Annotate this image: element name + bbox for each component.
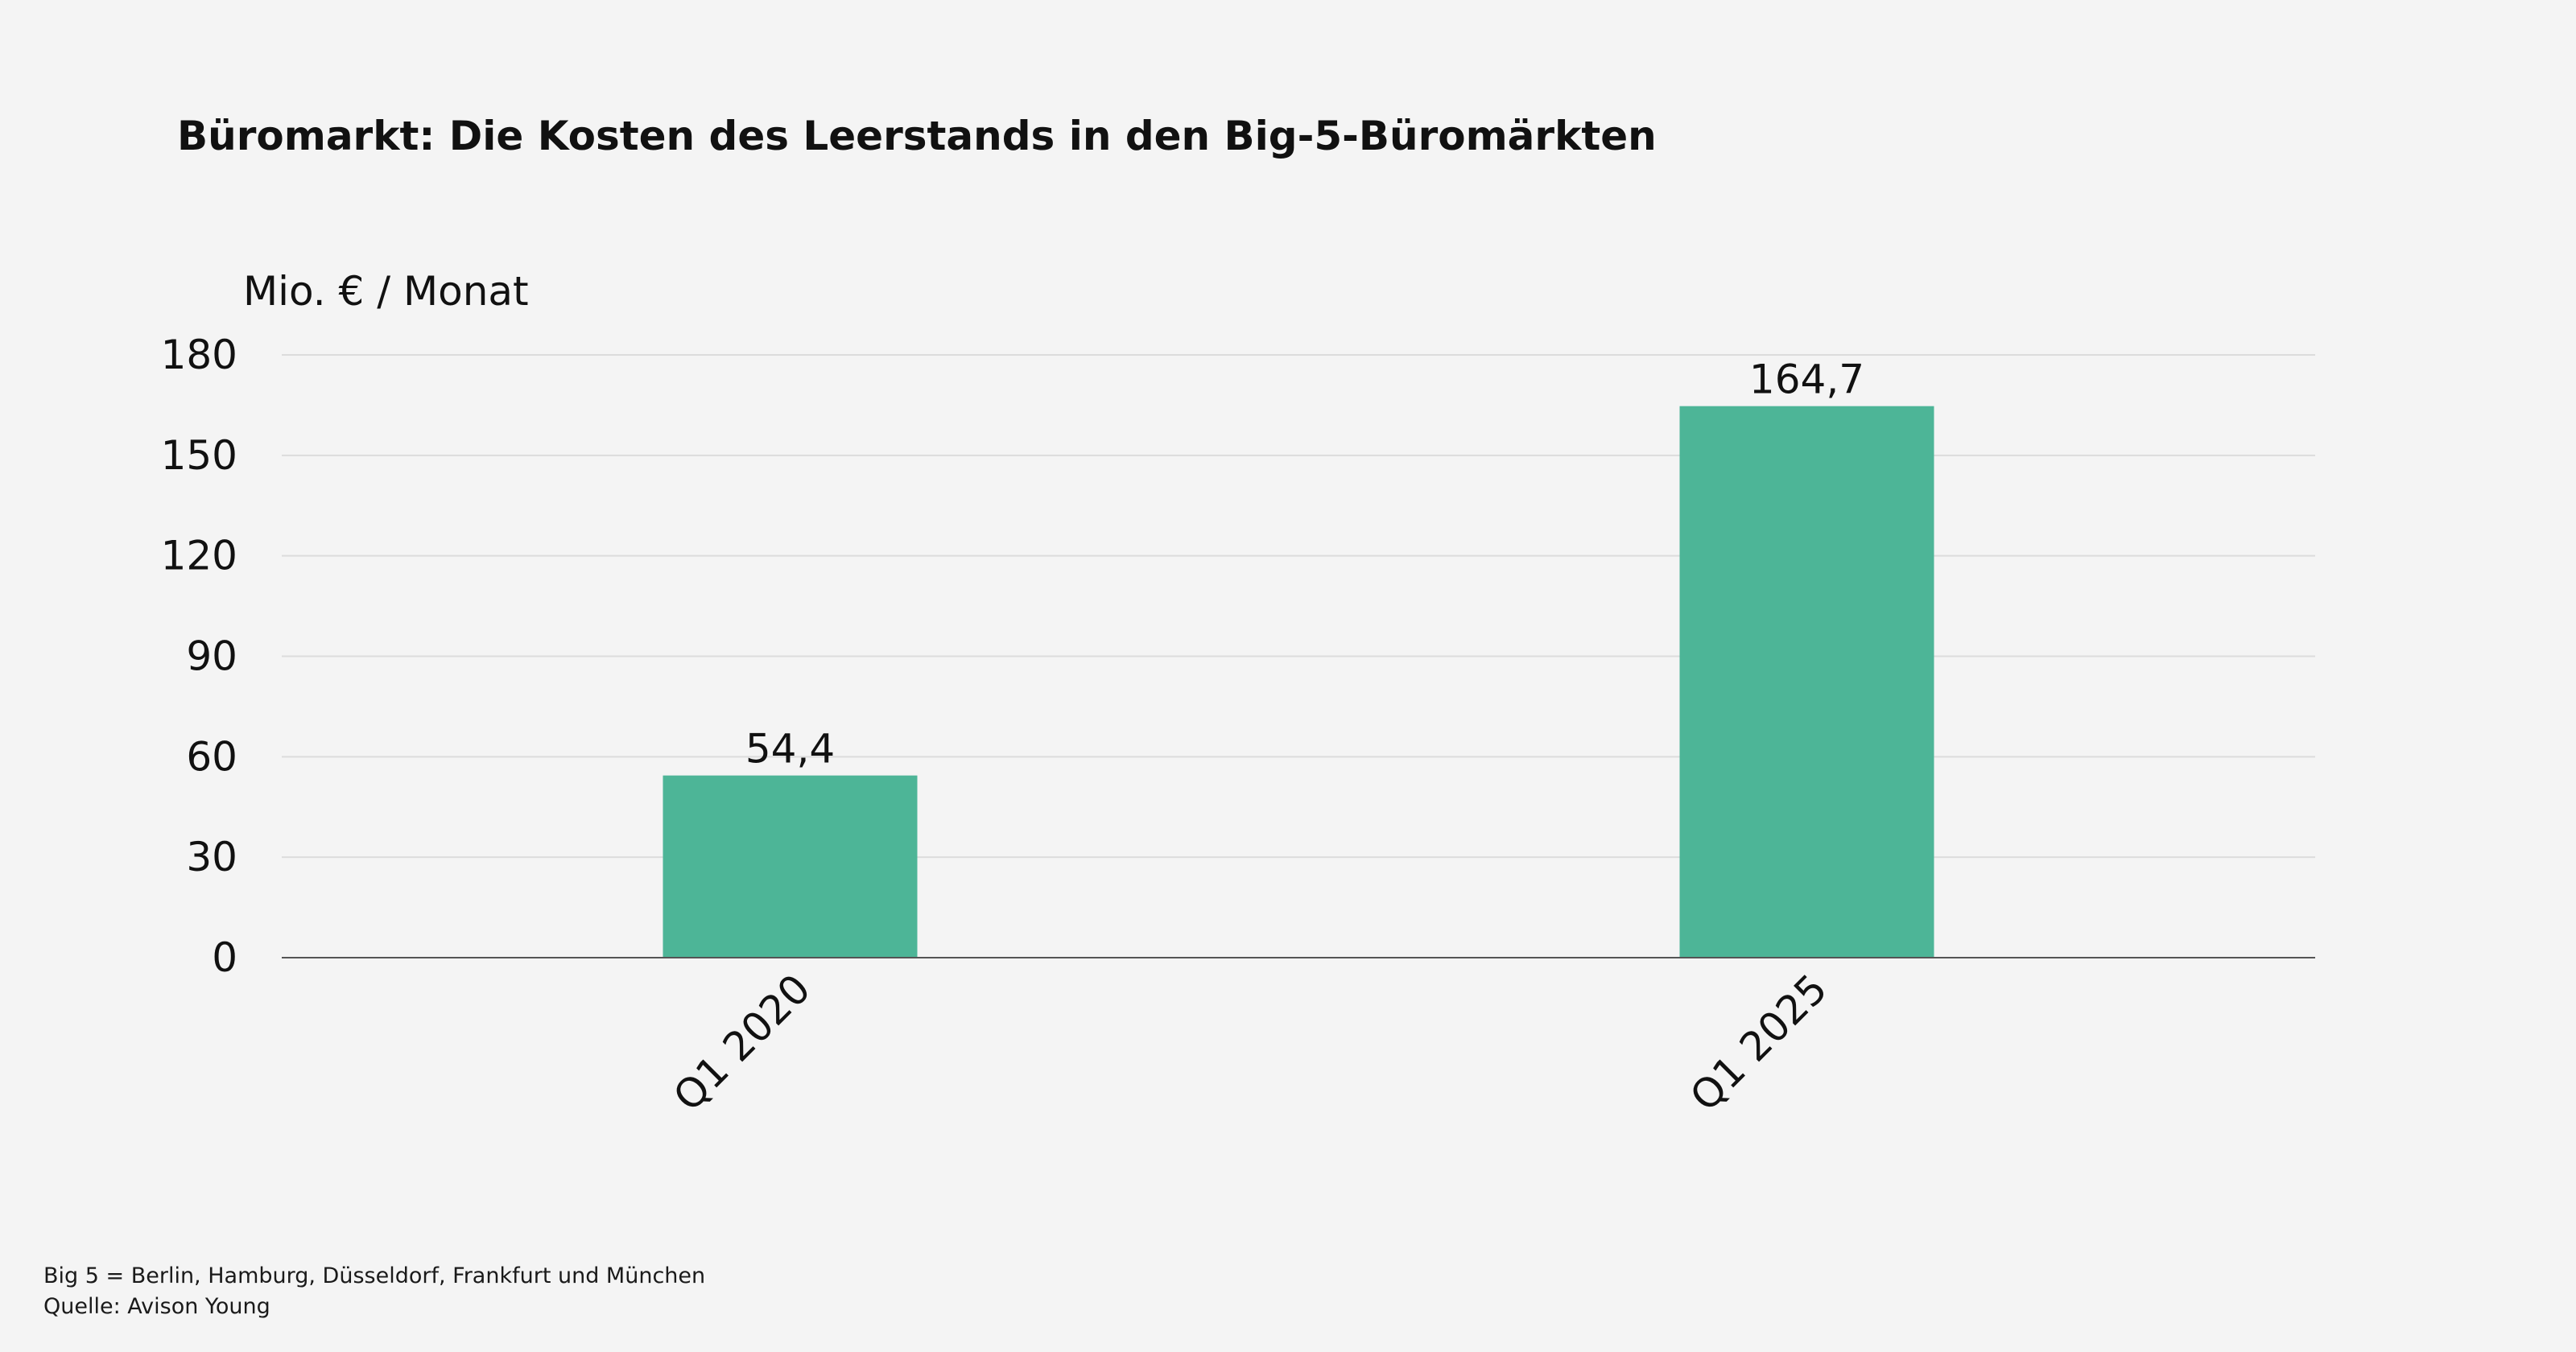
y-axis-ticks: 0 30 60 90 120 150 180 [161,332,237,981]
x-category-label: Q1 2025 [1681,965,1836,1120]
bar-value-label: 54,4 [745,726,835,773]
bars [663,406,1934,958]
data-labels: 54,4 164,7 [745,357,1864,773]
y-axis-unit-label: Mio. € / Monat [243,268,529,315]
footnote-big5: Big 5 = Berlin, Hamburg, Düsseldorf, Fra… [43,1263,706,1288]
x-category-label: Q1 2020 [664,965,819,1120]
bar-value-label: 164,7 [1749,357,1864,403]
bar [663,775,918,958]
y-tick-label: 60 [186,733,237,780]
y-tick-label: 30 [186,834,237,880]
chart-title: Büromarkt: Die Kosten des Leerstands in … [177,113,1657,159]
footnote-source: Quelle: Avison Young [43,1294,270,1319]
category-labels: Q1 2020 Q1 2025 [664,965,1836,1120]
y-tick-label: 120 [161,533,237,579]
y-tick-label: 0 [212,934,237,981]
y-tick-label: 150 [161,432,237,479]
bar [1679,406,1934,958]
grid-lines [282,354,2315,859]
y-tick-label: 90 [186,633,237,680]
y-tick-label: 180 [161,332,237,378]
